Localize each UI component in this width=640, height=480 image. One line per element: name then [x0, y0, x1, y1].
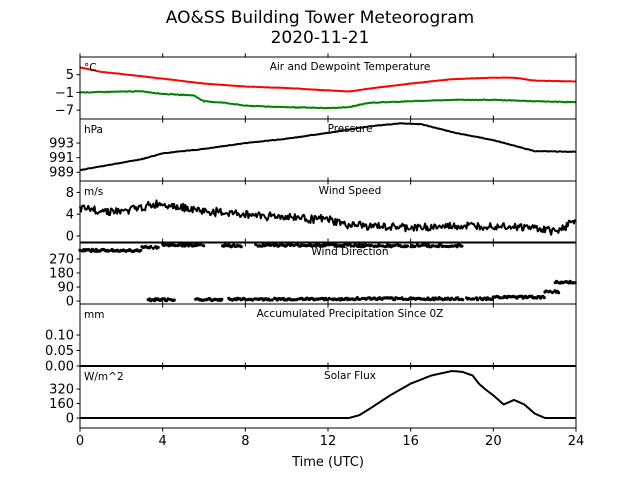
series-line-wind-speed — [79, 199, 577, 236]
wind-direction-point — [324, 243, 328, 247]
wind-direction-point — [381, 244, 385, 248]
x-axis-label: Time (UTC) — [291, 455, 364, 470]
wind-direction-point — [243, 297, 247, 301]
wind-direction-point — [254, 242, 258, 247]
series-line-solar-flux — [80, 370, 576, 419]
wind-direction-point — [461, 298, 465, 302]
wind-direction-point — [250, 298, 254, 302]
y-tick-label: 0 — [66, 295, 74, 310]
wind-direction-point — [199, 243, 203, 247]
wind-direction-point — [349, 244, 353, 248]
wind-direction-point — [451, 244, 455, 248]
wind-direction-point — [542, 296, 546, 300]
wind-direction-point — [550, 290, 555, 295]
wind-direction-point — [399, 244, 403, 248]
x-tick-label: 0 — [76, 434, 84, 449]
chart-subtitle: 2020-11-21 — [270, 28, 370, 48]
wind-direction-point — [378, 244, 382, 248]
wind-direction-point — [544, 289, 548, 293]
x-tick-label: 20 — [485, 434, 502, 449]
y-tick-label: −7 — [55, 104, 74, 119]
y-tick-label: 0.05 — [45, 344, 74, 359]
wind-direction-point — [393, 243, 397, 247]
wind-direction-point — [460, 244, 464, 248]
wind-direction-point — [270, 298, 274, 302]
wind-direction-point — [548, 289, 552, 293]
wind-direction-point — [166, 297, 170, 301]
wind-direction-point — [369, 243, 373, 247]
wind-direction-point — [292, 243, 296, 248]
wind-direction-point — [151, 246, 155, 250]
wind-direction-point — [441, 244, 445, 248]
panel-unit-label: W/m^2 — [84, 371, 124, 383]
y-tick-label: 180 — [49, 267, 74, 282]
wind-direction-point — [405, 244, 409, 248]
y-tick-label: −1 — [55, 86, 74, 101]
wind-direction-point — [172, 298, 176, 302]
wind-direction-point — [290, 243, 294, 247]
y-tick-label: 0.00 — [45, 360, 74, 375]
wind-direction-point — [295, 297, 299, 301]
wind-direction-point — [149, 244, 153, 249]
y-tick-label: 0 — [66, 412, 74, 427]
y-tick-label: 320 — [49, 383, 74, 398]
y-tick-label: 8 — [66, 186, 74, 201]
wind-direction-point — [472, 297, 476, 301]
y-tick-label: 989 — [49, 166, 74, 181]
wind-direction-point — [557, 291, 561, 295]
panel-title: Pressure — [328, 123, 373, 135]
wind-direction-point — [413, 244, 417, 249]
y-tick-label: 270 — [49, 252, 74, 267]
x-tick-label: 4 — [159, 434, 167, 449]
wind-direction-point — [139, 248, 143, 252]
x-tick-label: 16 — [402, 434, 419, 449]
wind-direction-point — [450, 296, 454, 300]
y-tick-label: 90 — [57, 281, 74, 296]
wind-direction-point — [106, 249, 111, 253]
panel-title: Air and Dewpoint Temperature — [270, 61, 431, 73]
wind-direction-point — [467, 297, 471, 301]
wind-direction-point — [364, 243, 368, 247]
wind-direction-point — [431, 244, 435, 248]
wind-direction-point — [343, 242, 347, 246]
series-line-pressure — [79, 122, 577, 171]
panel-title: Solar Flux — [324, 370, 376, 382]
panel-title: Accumulated Precipitation Since 0Z — [257, 308, 444, 320]
wind-direction-point — [418, 244, 422, 248]
wind-direction-point — [268, 243, 273, 247]
panel-unit-label: hPa — [84, 124, 103, 136]
y-tick-label: 0.10 — [45, 329, 74, 344]
wind-direction-point — [499, 296, 503, 300]
y-tick-label: 0 — [66, 229, 74, 244]
wind-direction-point — [476, 298, 480, 302]
panel-unit-label: m/s — [84, 186, 103, 198]
x-tick-label: 24 — [568, 434, 585, 449]
wind-direction-point — [358, 297, 362, 301]
y-tick-label: 991 — [49, 151, 74, 166]
x-tick-label: 8 — [241, 434, 249, 449]
wind-direction-point — [239, 245, 243, 249]
panel-title: Wind Direction — [311, 246, 388, 258]
series-line-air-temperature — [79, 66, 577, 93]
wind-direction-point — [202, 244, 206, 248]
panel-title: Wind Speed — [319, 185, 382, 197]
wind-direction-point — [457, 298, 461, 302]
y-tick-label: 5 — [66, 68, 74, 83]
wind-direction-point — [327, 296, 331, 301]
panel-unit-label: mm — [84, 309, 104, 321]
panel-unit-label: °C — [84, 62, 97, 74]
wind-direction-point — [156, 245, 160, 249]
y-tick-label: 993 — [49, 137, 74, 152]
wind-direction-point — [220, 297, 224, 301]
x-tick-label: 12 — [320, 434, 337, 449]
y-tick-label: 4 — [66, 208, 74, 223]
wind-direction-point — [401, 297, 405, 302]
y-tick-label: 160 — [49, 397, 74, 412]
wind-direction-point — [268, 298, 272, 302]
series-line-dewpoint — [79, 90, 577, 110]
wind-direction-point — [173, 244, 177, 248]
chart-title: AO&SS Building Tower Meteorogram — [165, 8, 475, 28]
